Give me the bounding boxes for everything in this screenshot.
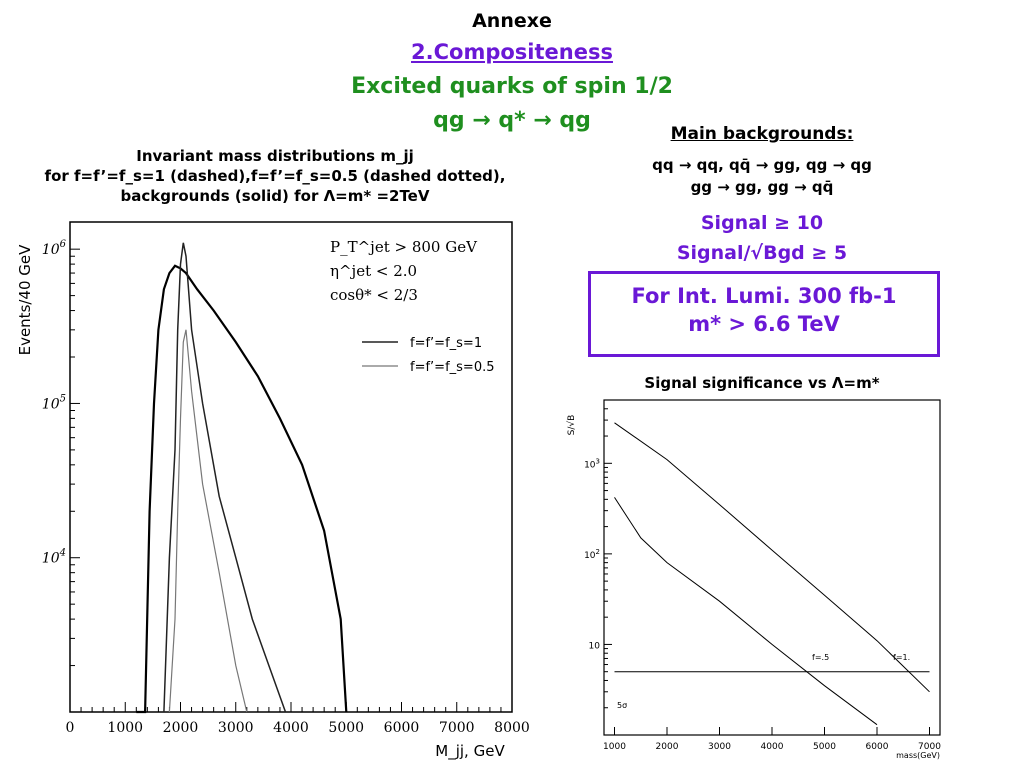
chart2-series-line [614, 497, 878, 726]
annexe-heading: Annexe [472, 10, 552, 32]
chart2-xtick-label: 4000 [761, 742, 784, 752]
chart1-xtick-label: 2000 [163, 720, 199, 736]
chart2-xtick-label: 3000 [708, 742, 731, 752]
chart1-xtick-label: 5000 [328, 720, 364, 736]
left-caption-line3: backgrounds (solid) for Λ=m* =2TeV [120, 187, 430, 205]
chart2-xtick-label: 7000 [918, 742, 941, 752]
chart1-xtick-label: 0 [66, 720, 75, 736]
chart1-xtick-label: 3000 [218, 720, 254, 736]
backgrounds-line1: qq → qq, qq̄ → gg, qg → qg [652, 156, 872, 174]
section-title: 2.Compositeness [411, 40, 613, 64]
chart1-cut-label: cosθ* < 2/3 [330, 286, 418, 304]
chart2-ylabel: S/√B [566, 415, 577, 436]
chart1-xtick-label: 8000 [494, 720, 530, 736]
chart1-series-dashed [163, 242, 287, 713]
chart2-ytick-label: 103 [584, 457, 600, 470]
right-caption: Signal significance vs Λ=m* [644, 374, 880, 392]
chart2-xtick-label: 2000 [656, 742, 679, 752]
left-caption: Invariant mass distributions m_jj for f=… [0, 146, 550, 206]
lumi-line1: For Int. Lumi. 300 fb-1 [631, 284, 897, 308]
chart2-xtick-label: 5000 [813, 742, 836, 752]
chart1-ytick-label: 105 [42, 393, 66, 412]
chart1-ylabel: Events/40 GeV [16, 244, 34, 356]
signal-line2: Signal/√Bgd ≥ 5 [676, 242, 848, 264]
chart2-xlabel: mass(GeV) [896, 751, 940, 760]
lumi-box: For Int. Lumi. 300 fb-1 m* > 6.6 TeV [588, 271, 940, 357]
subtitle: Excited quarks of spin 1/2 [351, 74, 673, 99]
lumi-line2: m* > 6.6 TeV [688, 312, 840, 336]
chart1-xtick-label: 7000 [439, 720, 475, 736]
chart1-cut-label: P_T^jet > 800 GeV [330, 238, 478, 256]
chart1-xtick-label: 4000 [273, 720, 309, 736]
chart1-legend-label: f=f’=f_s=1 [410, 336, 482, 351]
chart1-cut-label: η^jet < 2.0 [330, 262, 417, 280]
signal-line1: Signal ≥ 10 [700, 212, 824, 234]
chart2-series-label: f=1. [893, 653, 910, 662]
backgrounds-title: Main backgrounds: [670, 124, 854, 144]
chart1-ytick-label: 106 [42, 239, 67, 258]
left-caption-line2: for f=f’=f_s=1 (dashed),f=f’=f_s=0.5 (da… [44, 167, 506, 185]
chart2-series-line [614, 422, 930, 693]
chart1-legend-label: f=f’=f_s=0.5 [410, 360, 495, 375]
backgrounds-line2: gg → gg, gg → qq̄ [690, 178, 834, 196]
chart2-ytick-label: 102 [584, 548, 600, 561]
chart2-xtick-label: 6000 [866, 742, 889, 752]
chart1-xlabel: M_jj, GeV [435, 742, 505, 761]
chart1-series-dashdot [168, 329, 248, 713]
chart2-series-label: 5σ [617, 701, 627, 710]
process-formula: qg → q* → qg [433, 108, 591, 133]
chart1-series-solid [136, 264, 348, 714]
left-caption-line1: Invariant mass distributions m_jj [136, 147, 414, 165]
chart2-ytick-label: 10 [589, 641, 601, 651]
chart1-xtick-label: 6000 [384, 720, 420, 736]
chart1-frame [69, 221, 513, 713]
chart1-xtick-label: 1000 [107, 720, 143, 736]
chart2-xtick-label: 1000 [603, 742, 626, 752]
chart2-series-label: f=.5 [812, 653, 829, 662]
chart1-ytick-label: 104 [42, 548, 66, 567]
